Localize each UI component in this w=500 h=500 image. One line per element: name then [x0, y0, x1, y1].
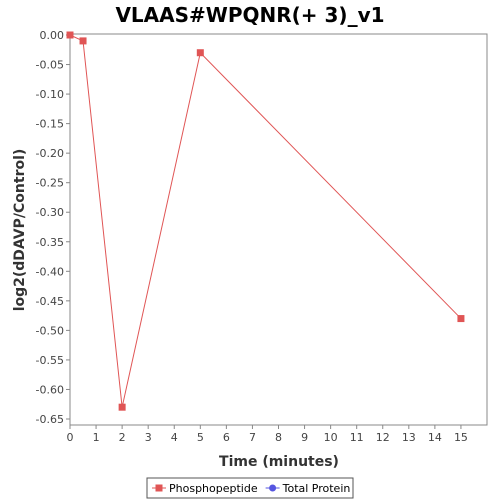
y-axis-label: log2(dDAVP/Control) [12, 149, 28, 312]
y-tick-label: -0.40 [36, 265, 64, 278]
y-tick-label: -0.35 [36, 236, 64, 249]
x-axis-label: Time (minutes) [219, 454, 339, 470]
y-tick-label: -0.25 [36, 177, 64, 190]
legend-box [146, 477, 354, 499]
x-tick-label: 6 [223, 431, 230, 444]
y-tick-label: -0.55 [36, 354, 64, 367]
legend-item: Total Protein [265, 482, 351, 495]
y-tick-label: -0.20 [36, 147, 64, 160]
data-point [196, 49, 204, 57]
x-tick-label: 2 [119, 431, 126, 444]
data-point [457, 315, 465, 323]
data-point [118, 403, 126, 411]
x-tick-label: 1 [93, 431, 100, 444]
y-tick-label: -0.15 [36, 118, 64, 131]
x-tick-label: 10 [324, 431, 338, 444]
series-layer [66, 31, 465, 411]
plot-area [69, 33, 488, 426]
legend-items: Phosphopeptide Total Protein [152, 482, 350, 495]
x-tick-label: 11 [350, 431, 364, 444]
y-tick-label: -0.10 [36, 88, 64, 101]
y-tick-label: -0.60 [36, 383, 64, 396]
legend-label: Total Protein [282, 482, 351, 495]
legend-marker [269, 484, 277, 492]
legend-label: Phosphopeptide [169, 482, 258, 495]
x-tick-label: 3 [145, 431, 152, 444]
data-point [79, 37, 87, 45]
y-axis: 0.00 -0.05 -0.10 -0.15 -0.20 -0.25 -0.30 -0.35 -… [36, 29, 70, 426]
x-axis: 0 1 2 3 4 5 6 7 8 9 10 11 12 13 14 15 [67, 425, 468, 444]
legend-marker [155, 484, 163, 492]
x-tick-label: 14 [428, 431, 442, 444]
legend-item: Phosphopeptide [152, 482, 258, 495]
x-tick-label: 9 [301, 431, 308, 444]
y-tick-label: -0.50 [36, 324, 64, 337]
y-tick-label: -0.65 [36, 413, 64, 426]
x-tick-label: 8 [275, 431, 282, 444]
x-tick-label: 5 [197, 431, 204, 444]
y-tick-label: -0.30 [36, 206, 64, 219]
x-tick-label: 15 [454, 431, 468, 444]
data-point [66, 31, 74, 39]
x-tick-label: 12 [376, 431, 390, 444]
x-tick-label: 4 [171, 431, 178, 444]
x-tick-label: 13 [402, 431, 416, 444]
y-tick-label: 0.00 [40, 29, 65, 42]
legend: Phosphopeptide Total Protein [146, 477, 354, 499]
y-tick-label: -0.05 [36, 59, 64, 72]
x-tick-label: 7 [249, 431, 256, 444]
chart-title: VLAAS#WPQNR(+ 3)_v1 [115, 3, 384, 27]
x-tick-label: 0 [67, 431, 74, 444]
y-tick-label: -0.45 [36, 295, 64, 308]
